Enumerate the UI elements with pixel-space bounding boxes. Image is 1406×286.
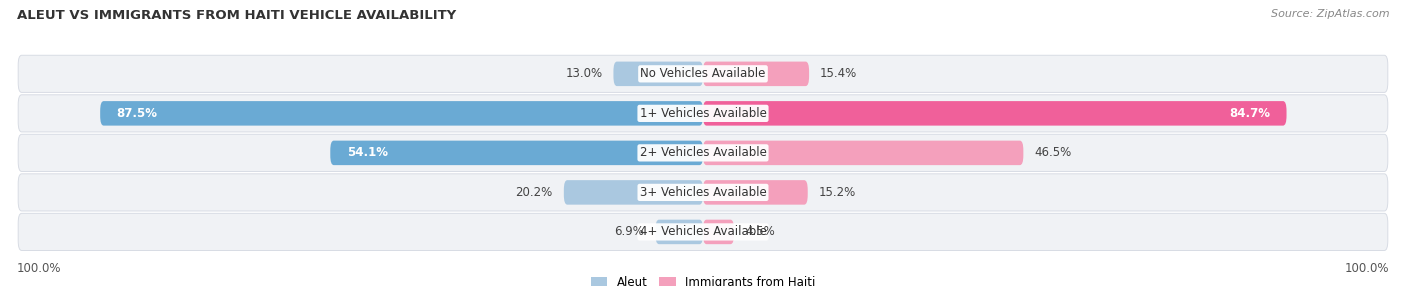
Text: 54.1%: 54.1% bbox=[347, 146, 388, 159]
FancyBboxPatch shape bbox=[655, 220, 703, 244]
FancyBboxPatch shape bbox=[703, 220, 734, 244]
Text: ALEUT VS IMMIGRANTS FROM HAITI VEHICLE AVAILABILITY: ALEUT VS IMMIGRANTS FROM HAITI VEHICLE A… bbox=[17, 9, 456, 21]
Text: 15.4%: 15.4% bbox=[820, 67, 858, 80]
Text: 4+ Vehicles Available: 4+ Vehicles Available bbox=[640, 225, 766, 239]
FancyBboxPatch shape bbox=[18, 134, 1388, 171]
FancyBboxPatch shape bbox=[18, 213, 1388, 251]
FancyBboxPatch shape bbox=[703, 61, 808, 86]
FancyBboxPatch shape bbox=[613, 61, 703, 86]
FancyBboxPatch shape bbox=[100, 101, 703, 126]
FancyBboxPatch shape bbox=[18, 55, 1388, 92]
FancyBboxPatch shape bbox=[18, 95, 1388, 132]
Text: 46.5%: 46.5% bbox=[1035, 146, 1071, 159]
Text: 4.5%: 4.5% bbox=[745, 225, 775, 239]
Text: 87.5%: 87.5% bbox=[117, 107, 157, 120]
Text: 84.7%: 84.7% bbox=[1229, 107, 1270, 120]
FancyBboxPatch shape bbox=[703, 101, 1286, 126]
Text: No Vehicles Available: No Vehicles Available bbox=[640, 67, 766, 80]
Text: 20.2%: 20.2% bbox=[516, 186, 553, 199]
Text: 2+ Vehicles Available: 2+ Vehicles Available bbox=[640, 146, 766, 159]
FancyBboxPatch shape bbox=[703, 141, 1024, 165]
FancyBboxPatch shape bbox=[703, 180, 807, 205]
Text: 1+ Vehicles Available: 1+ Vehicles Available bbox=[640, 107, 766, 120]
FancyBboxPatch shape bbox=[564, 180, 703, 205]
Text: 3+ Vehicles Available: 3+ Vehicles Available bbox=[640, 186, 766, 199]
Text: 15.2%: 15.2% bbox=[818, 186, 856, 199]
Text: 100.0%: 100.0% bbox=[17, 262, 62, 275]
FancyBboxPatch shape bbox=[330, 141, 703, 165]
Text: 100.0%: 100.0% bbox=[1344, 262, 1389, 275]
Text: 6.9%: 6.9% bbox=[614, 225, 644, 239]
Text: 13.0%: 13.0% bbox=[565, 67, 602, 80]
Legend: Aleut, Immigrants from Haiti: Aleut, Immigrants from Haiti bbox=[586, 271, 820, 286]
Text: Source: ZipAtlas.com: Source: ZipAtlas.com bbox=[1271, 9, 1389, 19]
FancyBboxPatch shape bbox=[18, 174, 1388, 211]
